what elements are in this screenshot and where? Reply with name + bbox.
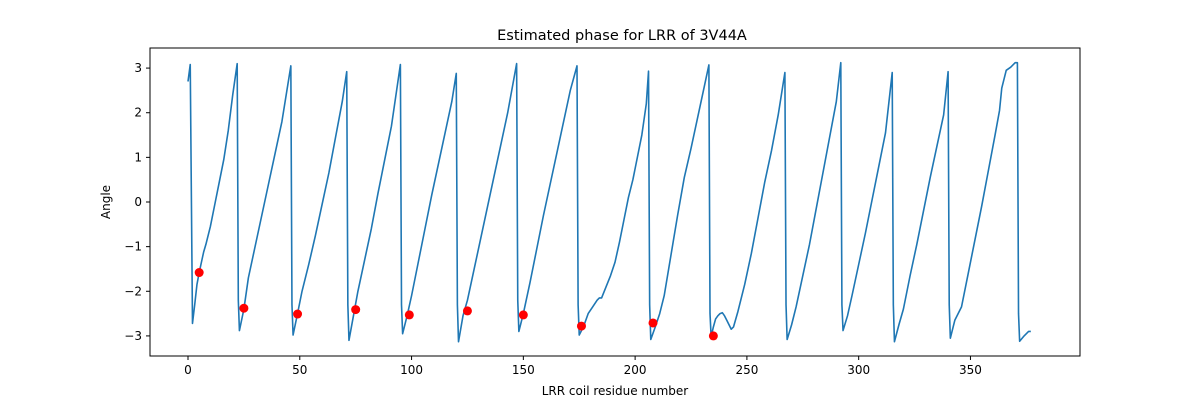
- y-tick-label: 3: [134, 61, 142, 75]
- y-axis-label: Angle: [99, 185, 113, 219]
- marker-point: [293, 309, 303, 319]
- phase-line: [187, 61, 1031, 343]
- y-tick-label: 2: [134, 106, 142, 120]
- plot-area: 0 50 100 150 200 250 300 350 −3 −2 −1 0 1 2 3: [124, 47, 1081, 377]
- x-tick-label: 250: [735, 363, 758, 377]
- marker-point: [518, 310, 528, 320]
- marker-point: [404, 310, 414, 320]
- marker-point: [194, 268, 204, 278]
- marker-point: [708, 331, 718, 341]
- x-tick-label: 0: [184, 363, 192, 377]
- x-tick-label: 300: [847, 363, 870, 377]
- chart-title: Estimated phase for LRR of 3V44A: [497, 28, 747, 44]
- x-tick-label: 350: [959, 363, 982, 377]
- y-tick-label: −1: [124, 240, 142, 254]
- marker-point: [239, 303, 249, 313]
- x-tick-label: 100: [400, 363, 423, 377]
- axes-frame: [149, 47, 1081, 357]
- y-tick-label: −2: [124, 284, 142, 298]
- marker-point: [351, 305, 361, 315]
- y-tick-label: 1: [134, 150, 142, 164]
- y-tick-label: −3: [124, 329, 142, 343]
- y-tick-label: 0: [134, 195, 142, 209]
- marker-point: [648, 318, 658, 328]
- x-axis-label: LRR coil residue number: [542, 384, 689, 398]
- marker-point: [576, 321, 586, 331]
- x-tick-label: 200: [624, 363, 647, 377]
- x-tick-label: 50: [292, 363, 307, 377]
- marker-point: [462, 306, 472, 316]
- x-tick-label: 150: [512, 363, 535, 377]
